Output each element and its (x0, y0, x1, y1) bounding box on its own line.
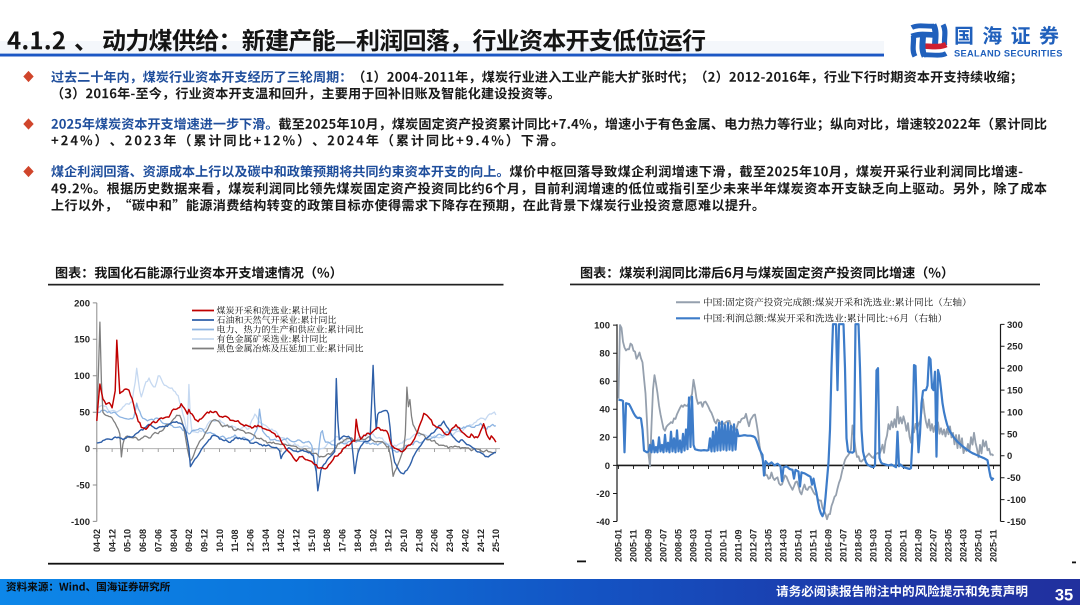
svg-text:21-08: 21-08 (414, 529, 424, 552)
svg-text:-50: -50 (1007, 473, 1021, 484)
svg-text:50: 50 (79, 408, 90, 419)
svg-text:2015-11: 2015-11 (809, 529, 819, 562)
svg-text:0: 0 (85, 444, 90, 455)
svg-text:-20: -20 (596, 489, 610, 500)
svg-text:22-06: 22-06 (430, 529, 440, 552)
svg-text:20-10: 20-10 (399, 529, 409, 552)
svg-text:2025-01: 2025-01 (974, 529, 984, 562)
svg-text:15-10: 15-10 (307, 529, 317, 552)
svg-text:2019-03: 2019-03 (869, 529, 879, 562)
svg-text:07-06: 07-06 (153, 529, 163, 552)
svg-text:06-08: 06-08 (138, 529, 148, 552)
svg-text:200: 200 (74, 298, 90, 309)
svg-text:14-12: 14-12 (292, 529, 302, 552)
svg-text:100: 100 (1007, 407, 1023, 418)
svg-text:2010-11: 2010-11 (719, 529, 729, 562)
svg-text:2015-01: 2015-01 (794, 529, 804, 562)
svg-text:09-02: 09-02 (184, 529, 194, 552)
svg-text:150: 150 (1007, 386, 1023, 397)
svg-text:2016-09: 2016-09 (824, 529, 834, 562)
svg-text:25-10: 25-10 (491, 529, 501, 552)
svg-text:300: 300 (1007, 320, 1023, 331)
svg-text:13-04: 13-04 (261, 529, 271, 552)
svg-text:04-12: 04-12 (107, 529, 117, 552)
svg-text:150: 150 (74, 335, 90, 346)
svg-text:2009-03: 2009-03 (689, 529, 699, 562)
svg-text:10-10: 10-10 (215, 529, 225, 552)
svg-text:250: 250 (1007, 342, 1023, 353)
svg-text:2007-07: 2007-07 (659, 529, 669, 562)
svg-text:35: 35 (1055, 587, 1073, 605)
svg-text:19-12: 19-12 (384, 529, 394, 552)
svg-text:2012-07: 2012-07 (749, 529, 759, 562)
svg-text:-150: -150 (1007, 517, 1026, 528)
svg-text:-40: -40 (596, 517, 610, 528)
svg-text:-100: -100 (1007, 495, 1026, 506)
svg-text:200: 200 (1007, 364, 1023, 375)
svg-text:14-02: 14-02 (276, 529, 286, 552)
svg-text:24-12: 24-12 (476, 529, 486, 552)
svg-text:2011-09: 2011-09 (734, 529, 744, 562)
svg-text:17-06: 17-06 (338, 529, 348, 552)
svg-text:2018-05: 2018-05 (854, 529, 864, 562)
svg-text:100: 100 (594, 321, 610, 332)
svg-text:2022-07: 2022-07 (929, 529, 939, 562)
svg-text:2025-11: 2025-11 (989, 529, 999, 562)
svg-text:2013-05: 2013-05 (764, 529, 774, 562)
svg-text:16-08: 16-08 (322, 529, 332, 552)
svg-text:60: 60 (599, 377, 610, 388)
svg-text:2010-01: 2010-01 (704, 529, 714, 562)
svg-text:18-04: 18-04 (353, 529, 363, 552)
svg-text:12-06: 12-06 (246, 529, 256, 552)
svg-text:05-10: 05-10 (123, 529, 133, 552)
svg-text:-50: -50 (76, 480, 90, 491)
svg-text:2020-11: 2020-11 (899, 529, 909, 562)
svg-text:2024-03: 2024-03 (959, 529, 969, 562)
svg-text:11-08: 11-08 (230, 529, 240, 552)
svg-text:08-04: 08-04 (169, 529, 179, 552)
svg-text:24-02: 24-02 (460, 529, 470, 552)
svg-text:2005-11: 2005-11 (629, 529, 639, 562)
svg-text:80: 80 (599, 349, 610, 360)
svg-text:2017-07: 2017-07 (839, 529, 849, 562)
svg-text:-100: -100 (71, 517, 90, 528)
svg-text:2014-03: 2014-03 (779, 529, 789, 562)
svg-text:19-02: 19-02 (368, 529, 378, 552)
svg-text:20: 20 (599, 433, 610, 444)
svg-text:40: 40 (599, 405, 610, 416)
svg-text:2021-09: 2021-09 (914, 529, 924, 562)
svg-text:SEALAND SECURITIES: SEALAND SECURITIES (954, 49, 1063, 59)
svg-text:0: 0 (605, 461, 610, 472)
svg-text:2006-09: 2006-09 (644, 529, 654, 562)
svg-text:2008-05: 2008-05 (674, 529, 684, 562)
svg-text:0: 0 (1007, 451, 1012, 462)
svg-text:04-02: 04-02 (92, 529, 102, 552)
svg-text:2005-01: 2005-01 (614, 529, 624, 562)
svg-text:2023-05: 2023-05 (944, 529, 954, 562)
svg-text:2020-01: 2020-01 (884, 529, 894, 562)
svg-text:09-12: 09-12 (199, 529, 209, 552)
svg-text:50: 50 (1007, 429, 1018, 440)
svg-text:100: 100 (74, 371, 90, 382)
svg-text:23-04: 23-04 (445, 529, 455, 552)
